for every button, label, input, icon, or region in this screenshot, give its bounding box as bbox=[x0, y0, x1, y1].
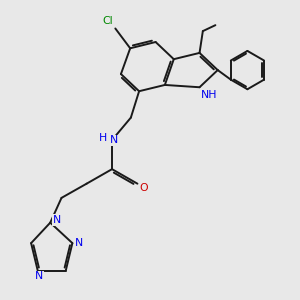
Text: H: H bbox=[99, 134, 107, 143]
Text: O: O bbox=[139, 183, 148, 193]
Text: NH: NH bbox=[201, 89, 218, 100]
Text: N: N bbox=[75, 238, 83, 248]
Text: Cl: Cl bbox=[103, 16, 113, 26]
Text: N: N bbox=[110, 135, 118, 145]
Text: N: N bbox=[53, 215, 61, 225]
Text: N: N bbox=[35, 272, 44, 281]
